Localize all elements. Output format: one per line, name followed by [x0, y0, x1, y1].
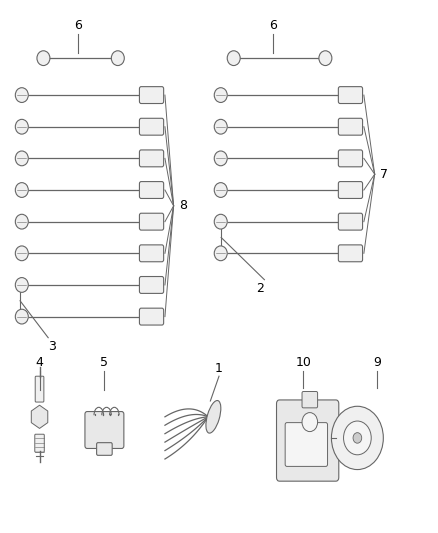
Ellipse shape	[214, 88, 227, 102]
FancyBboxPatch shape	[338, 245, 363, 262]
Text: 5: 5	[100, 357, 108, 369]
Text: 7: 7	[380, 168, 388, 181]
Text: 3: 3	[49, 341, 57, 353]
FancyBboxPatch shape	[285, 423, 328, 466]
FancyBboxPatch shape	[139, 87, 164, 103]
Text: 8: 8	[179, 199, 187, 212]
FancyBboxPatch shape	[139, 277, 164, 293]
FancyBboxPatch shape	[338, 87, 363, 103]
Polygon shape	[31, 405, 48, 429]
Text: 10: 10	[295, 357, 311, 369]
FancyBboxPatch shape	[302, 392, 318, 408]
FancyBboxPatch shape	[139, 150, 164, 167]
Ellipse shape	[15, 309, 28, 324]
Ellipse shape	[319, 51, 332, 66]
FancyBboxPatch shape	[139, 308, 164, 325]
Text: 1: 1	[215, 361, 223, 375]
Circle shape	[343, 421, 371, 455]
Ellipse shape	[15, 88, 28, 102]
Text: 4: 4	[35, 357, 43, 369]
FancyBboxPatch shape	[139, 182, 164, 198]
FancyBboxPatch shape	[85, 411, 124, 448]
Text: 6: 6	[269, 19, 277, 32]
Ellipse shape	[15, 151, 28, 166]
Ellipse shape	[15, 119, 28, 134]
Ellipse shape	[15, 278, 28, 292]
Text: 2: 2	[256, 282, 264, 295]
Ellipse shape	[227, 51, 240, 66]
Ellipse shape	[214, 119, 227, 134]
Ellipse shape	[111, 51, 124, 66]
FancyBboxPatch shape	[276, 400, 339, 481]
Text: 9: 9	[373, 357, 381, 369]
Text: 6: 6	[74, 19, 82, 32]
Ellipse shape	[214, 214, 227, 229]
Ellipse shape	[15, 214, 28, 229]
Ellipse shape	[214, 246, 227, 261]
FancyBboxPatch shape	[338, 150, 363, 167]
FancyBboxPatch shape	[139, 245, 164, 262]
FancyBboxPatch shape	[338, 213, 363, 230]
Ellipse shape	[37, 51, 50, 66]
FancyBboxPatch shape	[97, 443, 112, 455]
FancyBboxPatch shape	[139, 213, 164, 230]
FancyBboxPatch shape	[338, 118, 363, 135]
Ellipse shape	[206, 400, 221, 433]
Ellipse shape	[15, 183, 28, 197]
Ellipse shape	[214, 151, 227, 166]
Circle shape	[332, 406, 383, 470]
Circle shape	[302, 413, 318, 432]
FancyBboxPatch shape	[139, 118, 164, 135]
FancyBboxPatch shape	[35, 434, 44, 452]
Ellipse shape	[15, 246, 28, 261]
Circle shape	[353, 433, 362, 443]
Ellipse shape	[214, 183, 227, 197]
FancyBboxPatch shape	[35, 376, 44, 402]
FancyBboxPatch shape	[338, 182, 363, 198]
